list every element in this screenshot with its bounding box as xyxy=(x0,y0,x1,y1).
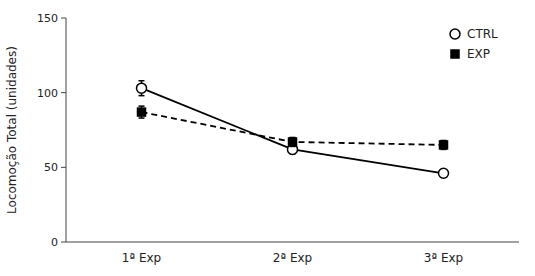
y-tick-label: 100 xyxy=(37,87,58,100)
data-point xyxy=(137,83,147,93)
legend-label: CTRL xyxy=(467,27,498,41)
legend-marker xyxy=(450,29,460,39)
x-tick-label: 3ª Exp xyxy=(424,251,463,265)
x-axis: 1ª Exp 2ª Exp 3ª Exp xyxy=(66,242,519,265)
error-bar xyxy=(441,140,447,149)
legend-label: EXP xyxy=(467,47,490,61)
error-bar-cap xyxy=(139,117,145,119)
error-bar-cap xyxy=(139,95,145,97)
data-point xyxy=(138,108,146,116)
x-tick-label: 1ª Exp xyxy=(122,251,161,265)
data-point xyxy=(440,141,448,149)
y-tick-label: 150 xyxy=(37,12,58,25)
y-axis-label: Locomoção Total (unidades) xyxy=(5,46,19,214)
data-point xyxy=(289,138,297,146)
series-line xyxy=(142,88,444,173)
series xyxy=(138,106,448,149)
y-tick-label: 50 xyxy=(44,161,58,174)
y-tick-label: 0 xyxy=(51,236,58,249)
error-bar xyxy=(139,106,145,118)
y-tick xyxy=(61,92,66,93)
error-bar xyxy=(290,137,296,146)
x-tick-label: 2ª Exp xyxy=(273,251,312,265)
y-tick xyxy=(61,167,66,168)
plot-area xyxy=(137,81,449,179)
legend-marker xyxy=(451,50,459,58)
chart-svg: 0 50 100 150 Locomoção Total (unidades) 1ª Ex… xyxy=(0,0,535,276)
y-axis: 0 50 100 150 xyxy=(37,12,66,249)
y-tick xyxy=(61,242,66,243)
series xyxy=(137,81,449,179)
chart-container: 0 50 100 150 Locomoção Total (unidades) 1ª Ex… xyxy=(0,0,535,276)
y-axis-line xyxy=(66,18,67,242)
y-tick xyxy=(61,18,66,19)
x-axis-line xyxy=(66,242,519,243)
error-bar-cap xyxy=(139,105,145,107)
error-bar-cap xyxy=(139,80,145,82)
legend: CTRL EXP xyxy=(450,27,498,61)
data-point xyxy=(439,168,449,178)
